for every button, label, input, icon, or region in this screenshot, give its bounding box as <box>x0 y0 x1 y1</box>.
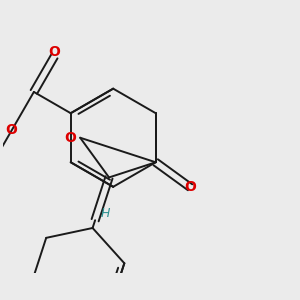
Text: O: O <box>48 45 60 59</box>
Text: O: O <box>184 180 196 194</box>
Text: O: O <box>64 131 76 145</box>
Text: O: O <box>5 123 17 137</box>
Text: H: H <box>100 207 110 220</box>
